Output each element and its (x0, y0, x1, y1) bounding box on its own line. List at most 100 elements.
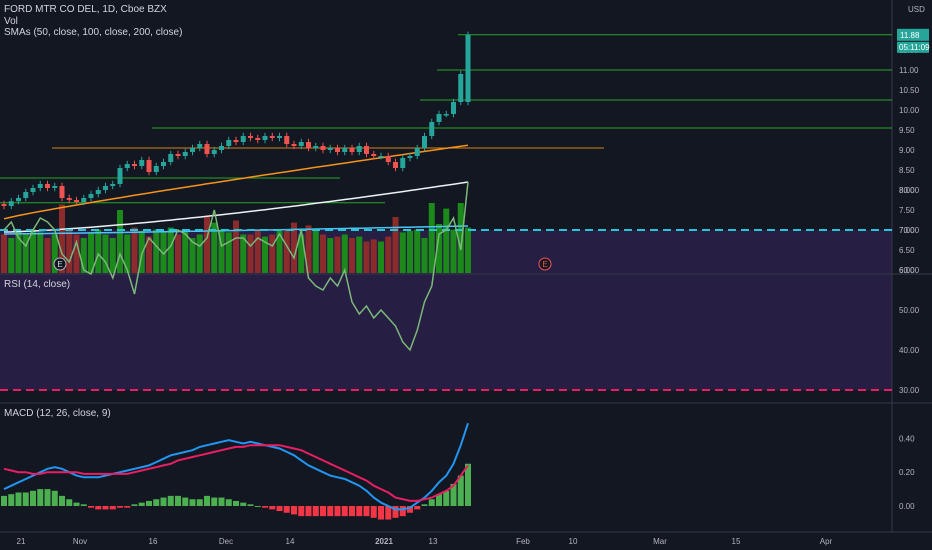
volume-bar (30, 229, 36, 273)
macd-histogram-bar (22, 492, 29, 506)
macd-legend[interactable]: MACD (12, 26, close, 9) (4, 408, 111, 420)
volume-bar (378, 241, 384, 273)
macd-histogram-bar (305, 506, 312, 517)
sma-legend[interactable]: SMAs (50, close, 100, close, 200, close) (4, 27, 182, 39)
volume-bar (457, 203, 464, 273)
macd-histogram-bar (370, 506, 377, 518)
macd-histogram-bar (363, 506, 370, 517)
volume-legend[interactable]: Vol (4, 16, 18, 28)
macd-histogram-bar (66, 499, 73, 506)
volume-bar (117, 210, 123, 273)
candle-body (211, 150, 217, 154)
volume-bar (370, 239, 377, 273)
macd-histogram-bar (254, 506, 261, 507)
earnings-label: E (57, 260, 62, 269)
macd-tick: 0.20 (899, 468, 915, 477)
macd-histogram-bar (225, 499, 232, 506)
time-tick: Feb (516, 537, 530, 546)
volume-bar (37, 232, 44, 273)
volume-bar (1, 234, 7, 273)
volume-bar (15, 231, 22, 273)
candle-body (204, 144, 210, 154)
time-tick: 21 (17, 537, 26, 546)
rsi-legend[interactable]: RSI (14, close) (4, 279, 70, 291)
macd-histogram-bar (15, 492, 22, 506)
candle-body (45, 184, 50, 188)
candle-body (182, 152, 188, 156)
candle-body (356, 146, 362, 152)
macd-histogram-bar (269, 506, 276, 510)
signal-line (3, 444, 469, 502)
candle-body (124, 164, 130, 168)
macd-histogram-bar (450, 484, 457, 506)
candle-body (132, 164, 137, 166)
candle-body (74, 200, 79, 202)
time-tick: Dec (219, 537, 233, 546)
macd-histogram-bar (211, 497, 218, 506)
price-tick: 6.00 (899, 266, 915, 275)
macd-histogram-bar (153, 499, 160, 506)
macd-histogram-bar (465, 463, 471, 506)
candle-body (161, 162, 166, 166)
rsi-line (3, 181, 469, 352)
candle-body (59, 186, 65, 198)
macd-histogram-bar (327, 506, 334, 517)
candle-body (443, 114, 449, 116)
candle-body (407, 156, 413, 158)
candle-body (262, 136, 268, 140)
price-tick: 7.50 (899, 206, 915, 215)
sma-50-line (3, 144, 469, 220)
volume-bar (247, 234, 254, 273)
candle-body (378, 156, 384, 158)
volume-bar (153, 229, 160, 273)
candle-body (23, 192, 29, 198)
volume-bar (240, 234, 247, 273)
price-tick: 6.50 (899, 246, 915, 255)
volume-bar (349, 238, 355, 273)
macd-histogram-bar (218, 497, 225, 506)
candle-body (255, 138, 261, 140)
macd-histogram-bar (378, 506, 384, 520)
earnings-label: E (542, 260, 547, 269)
macd-histogram-bar (167, 495, 174, 506)
volume-bar (160, 231, 167, 273)
sma-100-line (3, 181, 469, 233)
macd-histogram-bar (298, 506, 305, 517)
candle-body (320, 146, 326, 150)
macd-histogram-bar (240, 502, 247, 506)
volume-bar (73, 234, 80, 273)
macd-histogram-bar (283, 506, 290, 513)
macd-histogram-bar (443, 490, 450, 506)
price-tick: 9.50 (899, 126, 915, 135)
macd-histogram-bar (138, 502, 145, 506)
volume-bar (341, 234, 348, 273)
candle-body (8, 201, 14, 206)
candle-body (146, 160, 152, 172)
price-tick: 8.50 (899, 166, 915, 175)
volume-bar (414, 229, 421, 273)
candle-body (240, 136, 246, 142)
candle-body (30, 188, 36, 192)
volume-bar (436, 224, 442, 273)
macd-histogram-bar (117, 506, 123, 508)
candle-body (364, 146, 369, 154)
symbol-legend[interactable]: FORD MTR CO DEL, 1D, Cboe BZX (4, 4, 167, 16)
volume-bar (283, 231, 290, 273)
macd-histogram-bar (146, 500, 152, 506)
time-tick: 13 (429, 537, 438, 546)
macd-histogram-bar (421, 504, 428, 506)
candle-body (306, 142, 311, 148)
macd-histogram-bar (8, 494, 15, 506)
volume-bar (211, 222, 218, 273)
macd-histogram-bar (182, 497, 189, 506)
macd-histogram-bar (175, 495, 181, 506)
macd-histogram-bar (44, 489, 51, 506)
volume-bar (59, 204, 65, 273)
rsi-tick: 40.00 (899, 346, 920, 355)
volume-bar (102, 234, 109, 273)
time-tick: Mar (653, 537, 667, 546)
macd-histogram-bar (349, 506, 355, 517)
macd-histogram-bar (262, 506, 268, 508)
macd-histogram-bar (341, 506, 348, 517)
